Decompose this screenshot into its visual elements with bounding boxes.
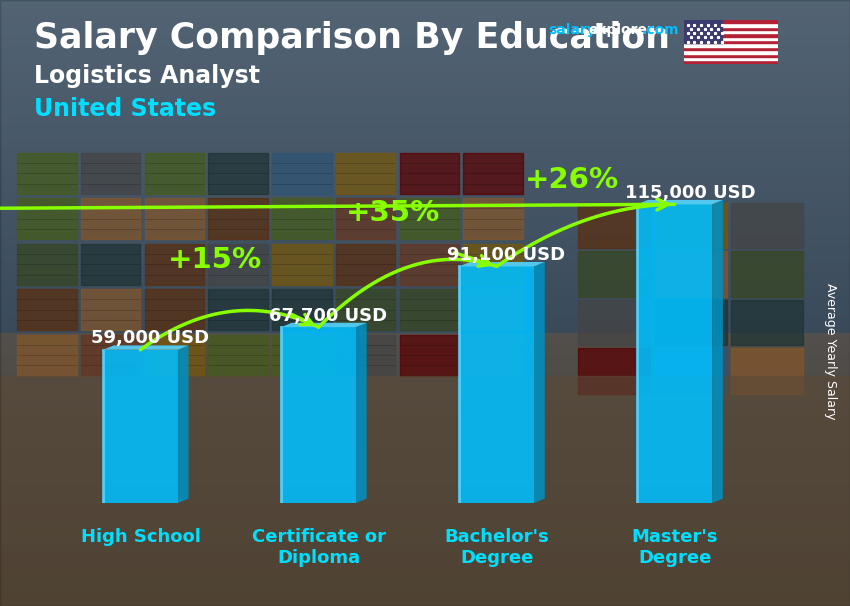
Polygon shape xyxy=(103,350,178,503)
Bar xyxy=(208,289,268,330)
Bar xyxy=(208,335,268,376)
Text: Logistics Analyst: Logistics Analyst xyxy=(34,64,260,88)
Bar xyxy=(17,335,76,376)
Bar xyxy=(0,376,850,606)
Bar xyxy=(731,348,803,394)
Bar xyxy=(17,198,76,239)
Text: .com: .com xyxy=(642,23,679,37)
Bar xyxy=(654,203,727,248)
Bar xyxy=(400,198,459,239)
Bar xyxy=(684,37,778,40)
Text: High School: High School xyxy=(81,528,201,547)
Bar xyxy=(463,198,523,239)
Bar xyxy=(463,289,523,330)
Bar xyxy=(81,335,140,376)
Bar xyxy=(17,289,76,330)
Polygon shape xyxy=(281,323,366,327)
Bar xyxy=(144,289,204,330)
Bar xyxy=(272,335,332,376)
Bar xyxy=(336,153,395,194)
Bar xyxy=(400,244,459,285)
Text: United States: United States xyxy=(34,97,216,121)
Bar xyxy=(208,244,268,285)
Bar xyxy=(578,251,650,297)
Bar xyxy=(578,203,650,248)
Text: 59,000 USD: 59,000 USD xyxy=(91,329,209,347)
Bar xyxy=(684,30,778,33)
Polygon shape xyxy=(712,200,722,503)
Bar xyxy=(684,33,778,37)
Bar xyxy=(463,335,523,376)
Bar xyxy=(336,289,395,330)
Bar xyxy=(17,153,76,194)
Text: +15%: +15% xyxy=(168,246,263,274)
Text: 115,000 USD: 115,000 USD xyxy=(625,184,756,202)
Bar xyxy=(400,153,459,194)
Polygon shape xyxy=(281,327,356,503)
Polygon shape xyxy=(103,345,189,350)
Bar xyxy=(463,244,523,285)
Polygon shape xyxy=(356,323,366,503)
Bar xyxy=(81,289,140,330)
Text: Salary Comparison By Education: Salary Comparison By Education xyxy=(34,21,670,55)
Polygon shape xyxy=(459,267,534,503)
Polygon shape xyxy=(534,262,545,503)
Bar xyxy=(654,300,727,345)
Bar xyxy=(684,24,778,27)
Bar xyxy=(336,198,395,239)
Bar xyxy=(336,244,395,285)
Bar xyxy=(684,20,778,24)
Bar xyxy=(684,53,778,57)
Bar xyxy=(17,244,76,285)
Bar xyxy=(684,44,778,47)
Bar xyxy=(144,244,204,285)
Bar xyxy=(463,153,523,194)
Bar xyxy=(144,153,204,194)
Bar xyxy=(684,50,778,53)
Polygon shape xyxy=(638,200,722,204)
Bar xyxy=(336,335,395,376)
Text: Bachelor's
Degree: Bachelor's Degree xyxy=(445,528,549,567)
Text: +26%: +26% xyxy=(524,166,619,194)
Bar xyxy=(684,40,778,44)
Text: Certificate or
Diploma: Certificate or Diploma xyxy=(252,528,386,567)
Bar xyxy=(272,153,332,194)
Bar xyxy=(81,244,140,285)
Bar xyxy=(400,335,459,376)
Bar xyxy=(578,348,650,394)
Polygon shape xyxy=(459,262,545,267)
Bar xyxy=(731,203,803,248)
Text: salary: salary xyxy=(548,23,596,37)
Bar xyxy=(731,251,803,297)
Bar xyxy=(400,289,459,330)
Bar xyxy=(654,348,727,394)
Bar xyxy=(272,244,332,285)
Bar xyxy=(684,60,778,64)
Bar xyxy=(272,289,332,330)
Bar xyxy=(578,300,650,345)
Bar xyxy=(81,198,140,239)
Text: explorer: explorer xyxy=(588,23,654,37)
Text: +35%: +35% xyxy=(346,199,440,227)
Text: 91,100 USD: 91,100 USD xyxy=(447,246,565,264)
Bar xyxy=(81,153,140,194)
Bar xyxy=(208,153,268,194)
Bar xyxy=(144,198,204,239)
Bar xyxy=(208,198,268,239)
Bar xyxy=(144,335,204,376)
Polygon shape xyxy=(178,345,189,503)
Text: Master's
Degree: Master's Degree xyxy=(632,528,718,567)
Bar xyxy=(731,300,803,345)
Text: Average Yearly Salary: Average Yearly Salary xyxy=(824,283,837,420)
Text: 67,700 USD: 67,700 USD xyxy=(269,307,387,325)
Bar xyxy=(684,27,778,30)
Bar xyxy=(684,47,778,50)
Polygon shape xyxy=(638,204,712,503)
Bar xyxy=(684,20,722,44)
Bar xyxy=(654,251,727,297)
Bar xyxy=(272,198,332,239)
Bar xyxy=(684,57,778,60)
